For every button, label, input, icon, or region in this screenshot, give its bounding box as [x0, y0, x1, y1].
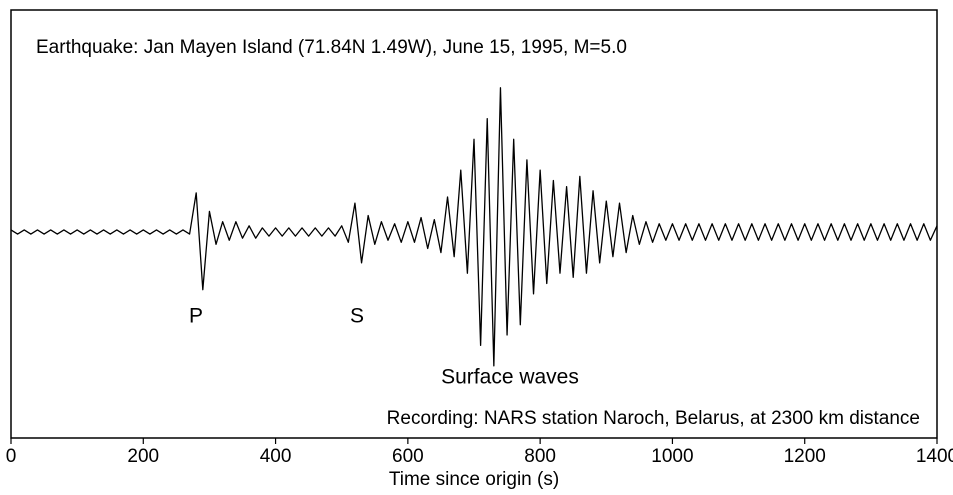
x-axis-label: Time since origin (s) [389, 469, 559, 490]
annotation: Surface waves [441, 366, 579, 389]
chart-title: Earthquake: Jan Mayen Island (71.84N 1.4… [36, 37, 627, 58]
waveform [10, 87, 938, 367]
x-tick-label: 1200 [784, 446, 826, 467]
x-tick-label: 1000 [651, 446, 693, 467]
x-tick-label: 800 [524, 446, 556, 467]
annotation: S [350, 305, 364, 328]
plot-frame [10, 9, 938, 439]
chart-subtitle: Recording: NARS station Naroch, Belarus,… [387, 408, 920, 429]
x-tick-label: 1400 [916, 446, 953, 467]
annotation: P [189, 305, 203, 328]
x-tick-label: 600 [392, 446, 424, 467]
x-tick-label: 200 [127, 446, 159, 467]
x-tick-label: 400 [260, 446, 292, 467]
x-tick-label: 0 [6, 446, 17, 467]
